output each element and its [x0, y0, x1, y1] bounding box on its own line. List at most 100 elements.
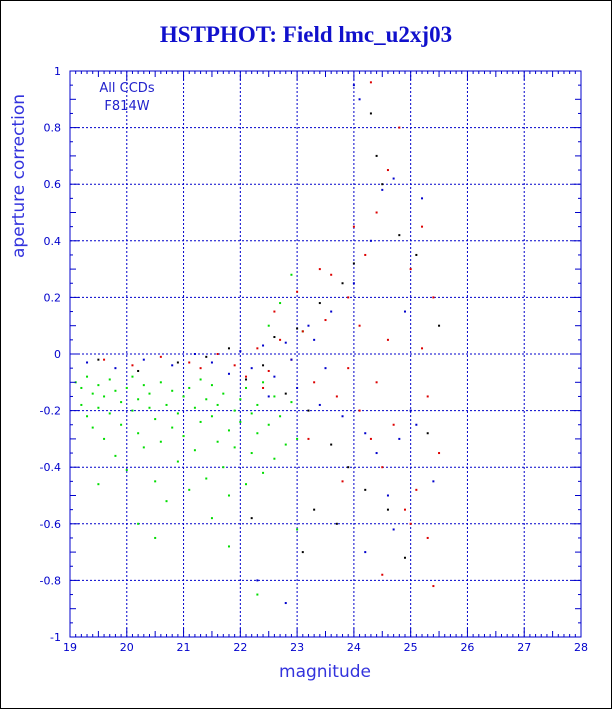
data-point [137, 369, 140, 372]
data-point [438, 452, 441, 455]
data-point [432, 480, 435, 483]
data-point [262, 471, 265, 474]
y-tick-label: -0.4 [40, 461, 61, 474]
data-point [290, 273, 293, 276]
data-points [74, 81, 441, 605]
data-point [267, 369, 270, 372]
data-point [267, 324, 270, 327]
data-point [347, 367, 350, 370]
x-tick-label: 25 [404, 641, 418, 654]
data-point [165, 500, 168, 503]
data-point [97, 384, 100, 387]
x-axis-title: magnitude [279, 662, 371, 682]
data-point [205, 398, 208, 401]
data-point [352, 225, 355, 228]
data-point [432, 296, 435, 299]
data-point [188, 386, 191, 389]
data-point [210, 415, 213, 418]
data-point [171, 426, 174, 429]
data-point [142, 384, 145, 387]
data-point [386, 169, 389, 172]
data-point [193, 449, 196, 452]
data-point [262, 344, 265, 347]
data-point [250, 412, 253, 415]
annotation-ccds: All CCDs [99, 81, 154, 96]
data-point [199, 378, 202, 381]
data-point [125, 386, 128, 389]
y-axis-title: aperture correction [9, 94, 29, 258]
data-point [227, 372, 230, 375]
data-point [381, 188, 384, 191]
data-point [403, 556, 406, 559]
data-point [415, 253, 418, 256]
data-point [103, 437, 106, 440]
y-tick-label: -1 [50, 631, 61, 644]
data-point [227, 429, 230, 432]
data-point [398, 234, 401, 237]
annotation-filter: F814W [104, 99, 149, 114]
data-point [245, 483, 248, 486]
data-point [307, 437, 310, 440]
data-point [273, 457, 276, 460]
data-point [171, 364, 174, 367]
data-point [86, 361, 89, 364]
data-point [284, 392, 287, 395]
data-point [341, 480, 344, 483]
data-point [369, 437, 372, 440]
data-point [421, 197, 424, 200]
data-point [227, 545, 230, 548]
data-point [171, 389, 174, 392]
y-tick-label: 0.4 [44, 235, 62, 248]
data-point [426, 432, 429, 435]
data-point [415, 488, 418, 491]
data-point [176, 460, 179, 463]
data-point [381, 573, 384, 576]
data-point [267, 395, 270, 398]
data-point [432, 585, 435, 588]
data-point [199, 367, 202, 370]
data-point [108, 378, 111, 381]
data-point [279, 338, 282, 341]
data-point [91, 426, 94, 429]
y-tick-label: -0.6 [40, 518, 61, 531]
data-point [381, 466, 384, 469]
data-point [245, 386, 248, 389]
data-point [318, 302, 321, 305]
data-point [369, 239, 372, 242]
data-point [182, 435, 185, 438]
data-point [142, 446, 145, 449]
data-point [279, 302, 282, 305]
y-tick-label: 1 [54, 65, 61, 78]
data-point [233, 446, 236, 449]
x-tick-label: 24 [347, 641, 361, 654]
data-point [114, 389, 117, 392]
data-point [438, 324, 441, 327]
data-point [205, 477, 208, 480]
y-tick-label: 0.2 [44, 291, 62, 304]
data-point [403, 508, 406, 511]
data-point [409, 522, 412, 525]
data-point [86, 415, 89, 418]
data-point [91, 392, 94, 395]
data-point [364, 551, 367, 554]
data-point [97, 483, 100, 486]
data-point [97, 358, 100, 361]
data-point [352, 262, 355, 265]
data-point [369, 112, 372, 115]
data-point [386, 494, 389, 497]
data-point [154, 480, 157, 483]
data-point [335, 522, 338, 525]
data-point [233, 364, 236, 367]
data-point [330, 273, 333, 276]
data-point [301, 551, 304, 554]
data-point [307, 409, 310, 412]
data-point [403, 310, 406, 313]
data-point [86, 375, 89, 378]
data-point [364, 432, 367, 435]
x-tick-label: 23 [290, 641, 304, 654]
data-point [296, 528, 299, 531]
data-point [409, 268, 412, 271]
data-point [358, 324, 361, 327]
grid-lines [70, 71, 581, 637]
x-tick-label: 19 [63, 641, 77, 654]
